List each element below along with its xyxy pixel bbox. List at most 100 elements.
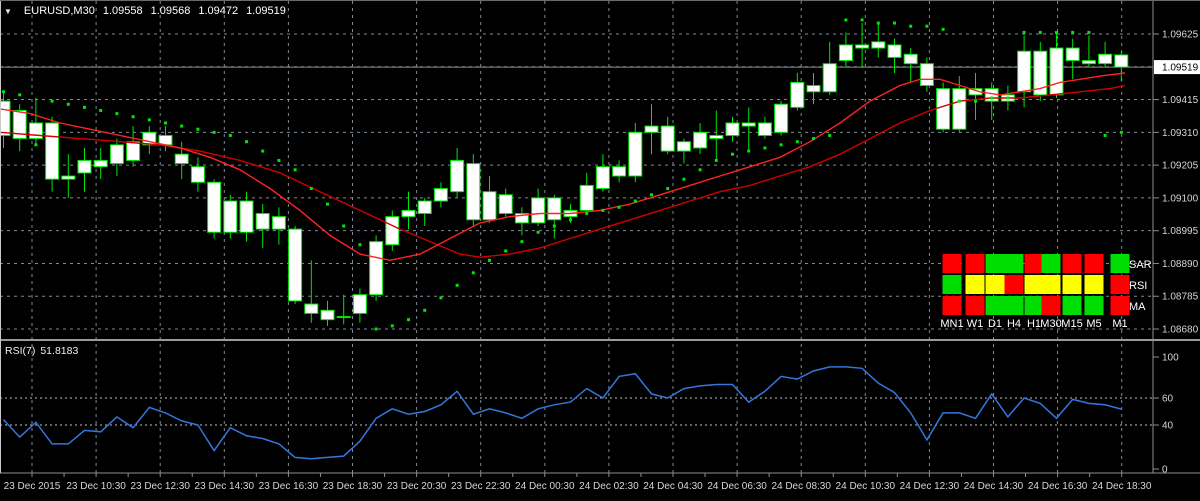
sar-dot — [860, 18, 864, 22]
sar-dot — [18, 93, 22, 97]
candle-body — [774, 103, 789, 133]
dashboard-cell-ma-mn1 — [942, 296, 962, 315]
rsi-scale-label: 40 — [1162, 421, 1174, 432]
candle-body — [28, 122, 43, 140]
sar-dot — [131, 115, 135, 119]
chart-menu-arrow-icon[interactable]: ▼ — [4, 6, 12, 16]
sar-dot — [326, 202, 329, 206]
candle-body — [417, 200, 432, 215]
sar-dot — [180, 124, 184, 128]
dashboard-cell-ma-h4 — [1004, 296, 1024, 315]
price-scale-label: 1.08890 — [1162, 259, 1199, 270]
time-axis-label: 24 Dec 14:30 — [964, 481, 1024, 492]
ma-slow-line — [0, 84, 1126, 258]
dashboard-cell-sar-h1 — [1024, 254, 1044, 273]
sar-dot — [585, 212, 589, 216]
sar-dot — [147, 118, 151, 122]
candle-body — [61, 175, 76, 180]
time-axis-label: 23 Dec 16:30 — [259, 481, 319, 492]
candle-body — [855, 44, 870, 49]
price-scale-label: 1.08995 — [1162, 226, 1199, 237]
time-axis-label: 24 Dec 06:30 — [707, 481, 767, 492]
candle-body — [595, 166, 610, 190]
time-axis-label: 24 Dec 18:30 — [1092, 481, 1152, 492]
ohlc-high: 1.09568 — [150, 5, 191, 17]
candle-body — [223, 200, 238, 233]
time-axis-label: 24 Dec 10:30 — [836, 481, 896, 492]
dashboard-column-label: H4 — [1007, 318, 1021, 330]
sar-dot — [1071, 30, 1075, 34]
sar-dot — [164, 121, 167, 125]
dashboard-column-label: M30 — [1040, 318, 1061, 330]
dashboard-cell-rsi-h4 — [1004, 275, 1024, 294]
candle-body — [790, 81, 805, 108]
chart-title-bar: ▼ EURUSD,M30 1.09558 1.09568 1.09472 1.0… — [4, 4, 286, 18]
candle-body — [693, 131, 708, 149]
sar-dot — [714, 158, 718, 162]
dashboard-row-label: RSI — [1129, 280, 1147, 292]
sar-dot — [471, 271, 475, 275]
sar-dot — [552, 224, 556, 228]
time-axis-label: 23 Dec 10:30 — [66, 481, 126, 492]
dashboard-cell-sar-d1 — [985, 254, 1005, 273]
ma-fast-line — [0, 72, 1126, 262]
sar-dot — [407, 318, 410, 322]
candle-body — [612, 166, 627, 177]
dashboard-cell-ma-m15 — [1062, 296, 1082, 315]
sar-dot — [828, 133, 832, 137]
time-axis-label: 24 Dec 04:30 — [643, 481, 703, 492]
sar-dot — [1119, 130, 1123, 134]
time-axis-label: 23 Dec 20:30 — [387, 481, 447, 492]
sar-dot — [990, 96, 994, 100]
candle-body — [757, 122, 772, 136]
current-price-box — [1154, 60, 1200, 75]
candle-body — [255, 213, 270, 230]
dashboard-column-label: D1 — [988, 318, 1002, 330]
rsi-indicator-value: 51.8183 — [40, 345, 79, 357]
sar-dot — [633, 199, 637, 203]
sar-dot — [731, 152, 734, 156]
sar-dot — [1038, 30, 1042, 34]
sar-dot — [812, 137, 815, 141]
sar-dot — [1103, 133, 1107, 137]
candle-body — [304, 303, 319, 314]
time-axis-label: 24 Dec 08:30 — [771, 481, 831, 492]
dashboard-cell-rsi-m15 — [1062, 275, 1082, 294]
dashboard-row-label: MA — [1129, 301, 1146, 313]
sar-dot — [277, 158, 281, 162]
candle-body — [93, 159, 108, 168]
sar-dot — [1022, 30, 1026, 34]
sar-dot — [617, 205, 621, 209]
sar-dot — [342, 224, 346, 228]
rsi-indicator-caption: RSI(7) 51.8183 — [5, 345, 78, 357]
candle-body — [628, 131, 643, 177]
rsi-scale-label: 100 — [1162, 353, 1179, 364]
rsi-scale-label: 0 — [1162, 465, 1168, 476]
candle-body — [288, 228, 303, 302]
sar-dot — [66, 102, 70, 106]
sar-dot — [1087, 30, 1091, 34]
candle-body — [952, 88, 967, 130]
candle-body — [352, 294, 367, 314]
rsi-scale-label: 60 — [1162, 394, 1174, 405]
dashboard-cell-rsi-h1 — [1024, 275, 1044, 294]
current-price-label: 1.09519 — [1162, 63, 1199, 74]
candle-body — [579, 184, 594, 211]
sar-dot — [601, 208, 605, 212]
sar-dot — [423, 308, 427, 312]
candle-body — [1114, 54, 1129, 68]
time-axis-label: 23 Dec 12:30 — [130, 481, 190, 492]
candle-body — [336, 316, 351, 319]
sar-dot — [245, 140, 248, 144]
candle-body — [514, 213, 529, 224]
sar-dot — [293, 168, 297, 172]
sar-dot — [488, 258, 491, 262]
candle-body — [531, 197, 546, 224]
candle-body — [1065, 47, 1080, 62]
sar-dot — [504, 249, 508, 253]
time-axis-label: 23 Dec 22:30 — [451, 481, 511, 492]
candle-body — [1017, 50, 1032, 93]
time-axis-label: 24 Dec 02:30 — [579, 481, 639, 492]
sar-dot — [925, 24, 929, 28]
